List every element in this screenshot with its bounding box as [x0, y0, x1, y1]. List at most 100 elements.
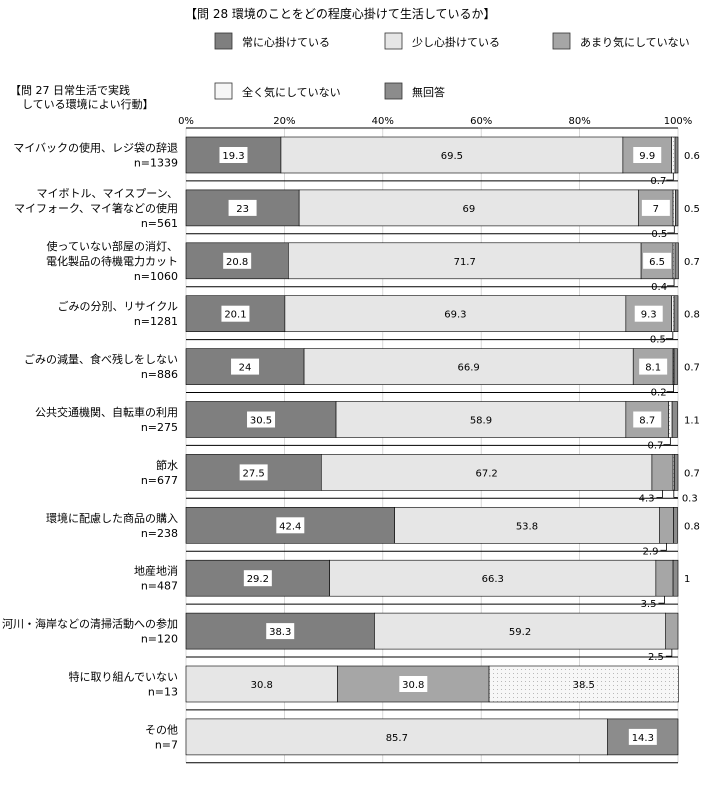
value-label-box: [633, 147, 662, 163]
value-label-box: [223, 252, 252, 269]
category-n-label: n=1060: [134, 270, 178, 283]
value-label: 30.8: [251, 680, 273, 691]
value-label: 53.8: [516, 521, 538, 532]
outside-value-label: 0.8: [684, 310, 700, 321]
legend-label: 少し心掛けている: [412, 35, 500, 49]
x-axis-ticks: 0% 20% 40% 60% 80% 100%: [178, 116, 692, 127]
bar-segment: [674, 242, 679, 280]
bar-segment: [298, 189, 639, 227]
category-label: ごみの減量、食べ残しをしない: [24, 352, 178, 366]
value-label-box: [276, 517, 305, 534]
bar-segment: [185, 718, 608, 756]
below-value-label: 3.5: [641, 599, 657, 610]
bar-segment: [284, 295, 627, 333]
leader-line: [656, 490, 663, 498]
leader-line: [658, 596, 665, 604]
tick-label: 60%: [470, 116, 492, 127]
category-n-label: n=1339: [134, 157, 178, 170]
legend-swatch: [384, 82, 403, 100]
bar-segment: [671, 401, 678, 438]
value-label-box: [231, 358, 260, 375]
bar-segment: [394, 506, 660, 544]
bar-segment: [674, 136, 679, 174]
gridlines: [185, 127, 679, 764]
bar-segment: [288, 242, 642, 280]
legend-swatch: [214, 32, 233, 50]
value-label-box: [219, 147, 248, 163]
value-label: 23: [236, 204, 249, 215]
value-label: 27.5: [243, 468, 265, 479]
tick-label: 0%: [178, 116, 194, 127]
category-label: その他: [145, 723, 178, 736]
value-label: 9.9: [639, 151, 655, 162]
leader-line: [667, 278, 675, 287]
below-value-label: 4.3: [639, 493, 655, 504]
legend-label: 無回答: [412, 85, 445, 99]
value-label: 29.2: [247, 574, 269, 585]
below-value-label: 0.3: [682, 493, 698, 504]
leader-line: [663, 437, 671, 445]
value-label: 59.2: [509, 627, 531, 638]
bar-segment: [668, 401, 673, 438]
value-label-box: [628, 728, 657, 745]
below-value-label: 0.7: [650, 176, 666, 187]
value-label-box: [243, 570, 272, 587]
bar-segment: [185, 665, 338, 703]
value-label-box: [639, 358, 668, 375]
category-n-label: n=677: [141, 474, 178, 487]
value-label: 19.3: [222, 151, 244, 162]
outside-value-label: 0.7: [684, 363, 700, 374]
value-label-box: [247, 411, 276, 428]
legend-swatch: [552, 32, 571, 50]
category-label: マイバックの使用、レジ袋の辞退: [13, 141, 178, 155]
below-value-label: 0.4: [651, 282, 667, 293]
tick-label: 100%: [664, 116, 693, 127]
value-label: 14.3: [632, 733, 654, 744]
bar-segment: [488, 665, 679, 703]
category-label: 節水: [156, 458, 178, 472]
bar-segment: [303, 348, 634, 385]
legend-label: 常に心掛けている: [242, 35, 330, 49]
category-n-label: n=13: [148, 686, 178, 699]
value-label-box: [643, 252, 672, 269]
value-label-box: [228, 199, 257, 216]
value-label: 20.8: [226, 257, 248, 268]
value-label: 42.4: [279, 521, 301, 532]
value-label: 7: [653, 204, 659, 215]
value-label: 66.3: [482, 574, 504, 585]
bar-segment: [665, 612, 679, 650]
below-value-label: 2.5: [648, 652, 664, 663]
value-label: 9.3: [641, 310, 657, 321]
bar-segment: [673, 506, 678, 544]
category-label: 河川・海岸などの清掃活動への参加: [2, 617, 178, 631]
outside-value-label: 0.6: [684, 151, 700, 162]
bar-segment: [671, 295, 675, 333]
below-value-label: 0.5: [650, 335, 666, 346]
value-label: 6.5: [649, 257, 665, 268]
bar-segment: [329, 559, 657, 597]
chart-title: 【問 28 環境のことをどの程度心掛けて生活しているか】: [185, 6, 496, 21]
category-label: マイフォーク、マイ箸などの使用: [14, 201, 178, 215]
category-label: マイボトル、マイスプーン、: [37, 187, 178, 200]
tick-label: 20%: [273, 116, 295, 127]
leader-line: [666, 384, 674, 393]
bar-segment: [651, 454, 674, 491]
legend-swatch: [384, 32, 403, 50]
category-label: ごみの分別、リサイクル: [58, 299, 178, 313]
value-label-box: [266, 623, 295, 640]
value-label-box: [641, 199, 670, 216]
leader-line: [665, 649, 673, 657]
category-n-label: n=886: [141, 368, 178, 381]
value-label-box: [399, 676, 428, 692]
legend-label: あまり気にしていない: [580, 35, 690, 49]
value-label: 30.5: [250, 416, 272, 427]
outside-value-label: 0.7: [684, 468, 700, 479]
leader-line: [673, 490, 678, 498]
value-label-box: [634, 305, 663, 322]
outside-value-label: 0.5: [684, 204, 700, 215]
value-label-box: [221, 305, 250, 322]
value-label: 69.3: [444, 310, 466, 321]
category-n-label: n=238: [141, 527, 178, 540]
value-label: 20.1: [224, 310, 246, 321]
